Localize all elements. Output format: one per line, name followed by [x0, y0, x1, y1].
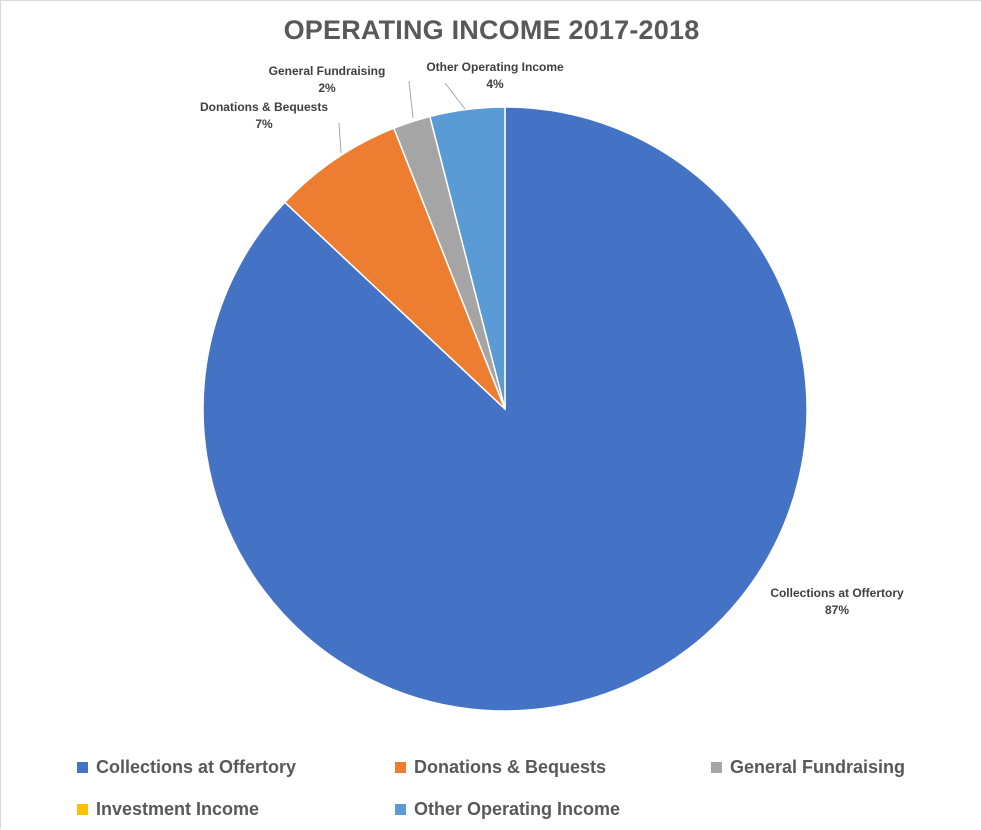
legend-item-investment: Investment Income	[77, 798, 259, 820]
legend-label: Donations & Bequests	[414, 756, 607, 777]
data-label-name: Other Operating Income	[426, 60, 564, 74]
data-label-percent: 87%	[825, 603, 849, 617]
data-label-name: Collections at Offertory	[770, 586, 904, 600]
data-label-percent: 2%	[318, 81, 336, 95]
data-label-percent: 7%	[255, 117, 273, 131]
legend-item-fundraising: General Fundraising	[711, 756, 905, 778]
legend-item-collections: Collections at Offertory	[77, 756, 296, 778]
leader-line	[338, 122, 342, 154]
legend-label: Investment Income	[96, 798, 260, 819]
legend-label: General Fundraising	[730, 756, 906, 777]
legend-item-other: Other Operating Income	[395, 798, 620, 820]
legend-swatch	[77, 761, 88, 773]
leader-line	[408, 80, 414, 119]
legend-swatch	[395, 803, 406, 815]
legend-swatch	[395, 761, 406, 773]
leader-line	[444, 82, 466, 110]
legend-label: Collections at Offertory	[96, 756, 297, 777]
data-label-name: Donations & Bequests	[200, 100, 328, 114]
data-label-name: General Fundraising	[269, 64, 386, 78]
data-label-percent: 4%	[486, 77, 504, 91]
legend-label: Other Operating Income	[414, 798, 621, 819]
chart-title: OPERATING INCOME 2017-2018	[283, 15, 700, 45]
legend-swatch	[711, 761, 722, 773]
pie-slice-other-operating-income	[428, 106, 506, 410]
legend-swatch	[77, 803, 88, 815]
pie-slice-donations-bequests	[283, 127, 506, 410]
legend-item-donations: Donations & Bequests	[395, 756, 606, 778]
